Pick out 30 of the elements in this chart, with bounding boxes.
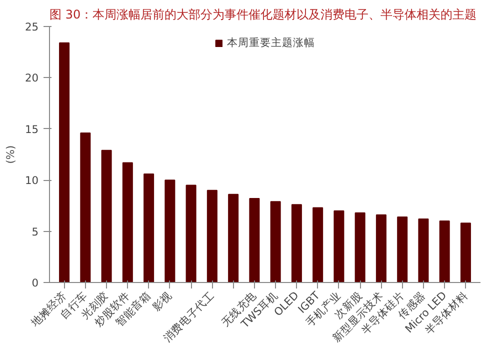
y-tick-label: 5 (32, 225, 38, 238)
bar (439, 220, 450, 282)
y-tick-label: 15 (24, 122, 39, 136)
bar (312, 207, 324, 282)
bar (418, 218, 429, 282)
bar (228, 194, 239, 282)
bar (144, 173, 154, 282)
y-tick-label: 25 (24, 20, 39, 34)
bar (334, 210, 344, 282)
legend-label: 本周重要主题涨幅 (227, 36, 315, 50)
bar (80, 132, 91, 282)
bar (376, 214, 386, 282)
bar (186, 184, 196, 282)
bar (101, 150, 112, 282)
y-axis-title: (%) (4, 145, 17, 164)
y-tick-label: 20 (24, 72, 39, 85)
bar (164, 180, 176, 282)
bar (291, 204, 302, 282)
bar (270, 201, 281, 282)
bar (460, 222, 471, 282)
bar (59, 42, 70, 282)
bar (206, 190, 218, 282)
bar (354, 212, 366, 282)
x-tick-label: 影视 (150, 288, 175, 314)
bar (249, 198, 260, 282)
chart-title: 图 30：本周涨幅居前的大部分为事件催化题材以及消费电子、半导体相关的主题 (50, 8, 477, 22)
bar (122, 162, 133, 282)
y-tick-label: 10 (24, 174, 39, 188)
bar (397, 216, 408, 282)
y-tick-label: 0 (32, 276, 39, 290)
